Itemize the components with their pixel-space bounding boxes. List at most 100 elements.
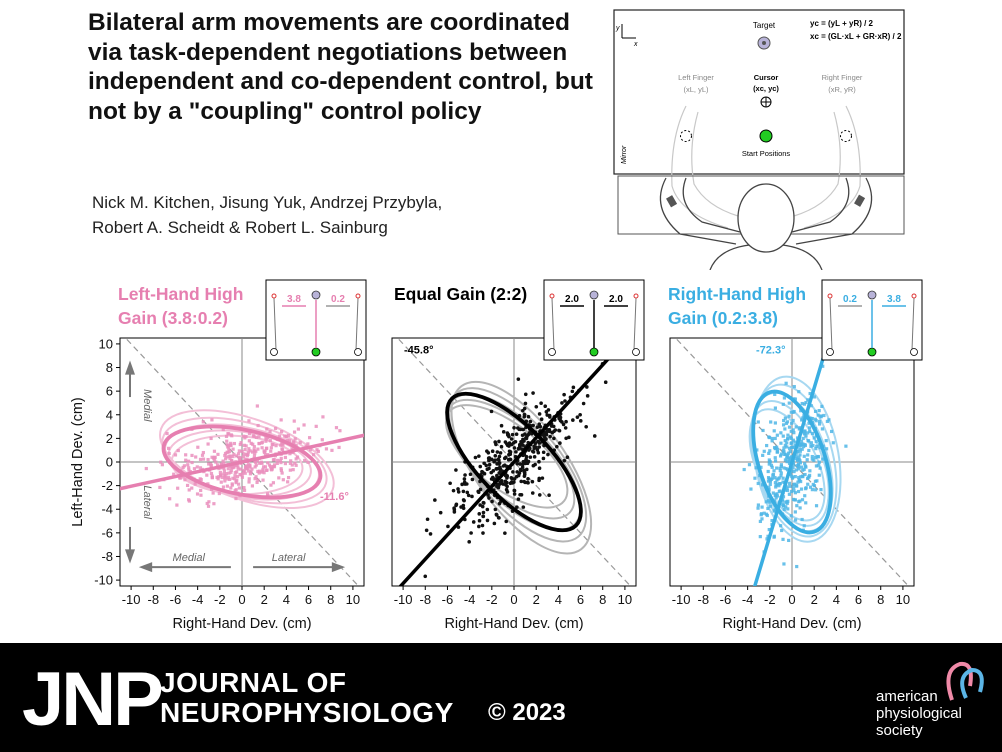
data-point	[248, 465, 252, 469]
data-point	[247, 447, 251, 451]
data-point	[234, 454, 239, 458]
data-point	[782, 396, 787, 400]
data-point	[801, 416, 805, 420]
data-point	[578, 412, 582, 417]
data-point	[545, 413, 550, 417]
data-point	[806, 398, 810, 402]
inset-left-path	[273, 297, 277, 351]
data-point	[278, 459, 283, 463]
data-point	[493, 440, 498, 444]
data-point	[552, 436, 556, 441]
data-point	[775, 482, 780, 486]
data-point	[294, 457, 298, 461]
data-point	[807, 475, 811, 479]
data-point	[794, 457, 798, 461]
data-point	[783, 443, 787, 447]
data-point	[773, 447, 777, 451]
data-point	[766, 499, 771, 503]
data-point	[240, 449, 244, 453]
data-point	[779, 471, 783, 475]
data-point	[509, 442, 514, 447]
data-point	[561, 422, 566, 427]
data-point	[819, 487, 823, 492]
data-point	[522, 479, 526, 484]
data-point	[564, 419, 568, 424]
data-point	[557, 428, 561, 433]
gain-inset: 3.8 0.2	[265, 279, 367, 361]
data-point	[540, 476, 545, 480]
data-point	[538, 424, 543, 429]
y-tick-label: -4	[101, 502, 113, 517]
data-point	[234, 496, 238, 501]
data-point	[522, 414, 527, 419]
data-point	[798, 449, 802, 453]
data-point	[279, 418, 283, 422]
data-point	[173, 453, 178, 457]
inset-right-target	[355, 293, 361, 299]
x-tick-label: 0	[510, 592, 517, 607]
data-point	[496, 457, 501, 462]
data-point	[810, 454, 814, 459]
data-point	[791, 428, 795, 432]
data-point	[252, 445, 256, 449]
data-point	[190, 460, 194, 465]
data-point	[784, 421, 789, 425]
data-point	[792, 431, 796, 435]
right-start-icon	[840, 130, 852, 142]
data-point	[167, 451, 171, 456]
data-point	[796, 450, 800, 454]
x-tick-label: -8	[697, 592, 709, 607]
data-point	[512, 477, 517, 481]
data-point	[782, 562, 786, 566]
data-point	[781, 480, 785, 484]
data-point	[766, 469, 770, 474]
inset-left-start	[826, 348, 834, 356]
data-point	[771, 472, 776, 477]
data-point	[768, 482, 772, 486]
inset-right-gain-label: 3.8	[887, 294, 901, 305]
data-point	[222, 461, 226, 465]
data-point	[334, 426, 339, 430]
x-tick-label: -10	[672, 592, 691, 607]
inset-left-path	[551, 297, 555, 351]
data-point	[265, 468, 269, 472]
inset-right-target	[633, 293, 639, 299]
data-point	[493, 507, 498, 512]
aps-wordmark: american physiological society	[876, 688, 962, 739]
data-point	[292, 419, 296, 423]
data-point	[562, 458, 567, 463]
data-point	[558, 441, 562, 445]
data-point	[756, 503, 760, 507]
data-point	[504, 519, 509, 524]
data-point	[520, 465, 525, 469]
data-point	[521, 427, 526, 432]
data-point	[240, 472, 245, 476]
inset-left-target	[827, 293, 833, 299]
data-point	[243, 448, 247, 452]
data-point	[560, 401, 564, 405]
data-point	[818, 446, 822, 450]
data-point	[523, 392, 528, 397]
y-tick-label: -8	[101, 549, 113, 564]
data-point	[775, 466, 779, 470]
data-point	[787, 425, 792, 429]
data-point	[775, 447, 780, 451]
data-point	[481, 510, 486, 515]
data-point	[541, 450, 546, 455]
inset-target	[311, 290, 321, 300]
data-point	[531, 391, 535, 395]
data-point	[791, 463, 795, 467]
data-point	[238, 442, 242, 447]
data-point	[795, 504, 799, 508]
data-point	[252, 449, 256, 453]
data-point	[286, 433, 291, 438]
data-point	[785, 445, 789, 449]
axis-x-label: x	[633, 41, 638, 48]
data-point	[775, 433, 779, 437]
data-point	[240, 475, 245, 479]
data-point	[524, 457, 528, 462]
data-point	[160, 463, 164, 467]
data-point	[808, 469, 812, 473]
data-point	[260, 470, 264, 474]
